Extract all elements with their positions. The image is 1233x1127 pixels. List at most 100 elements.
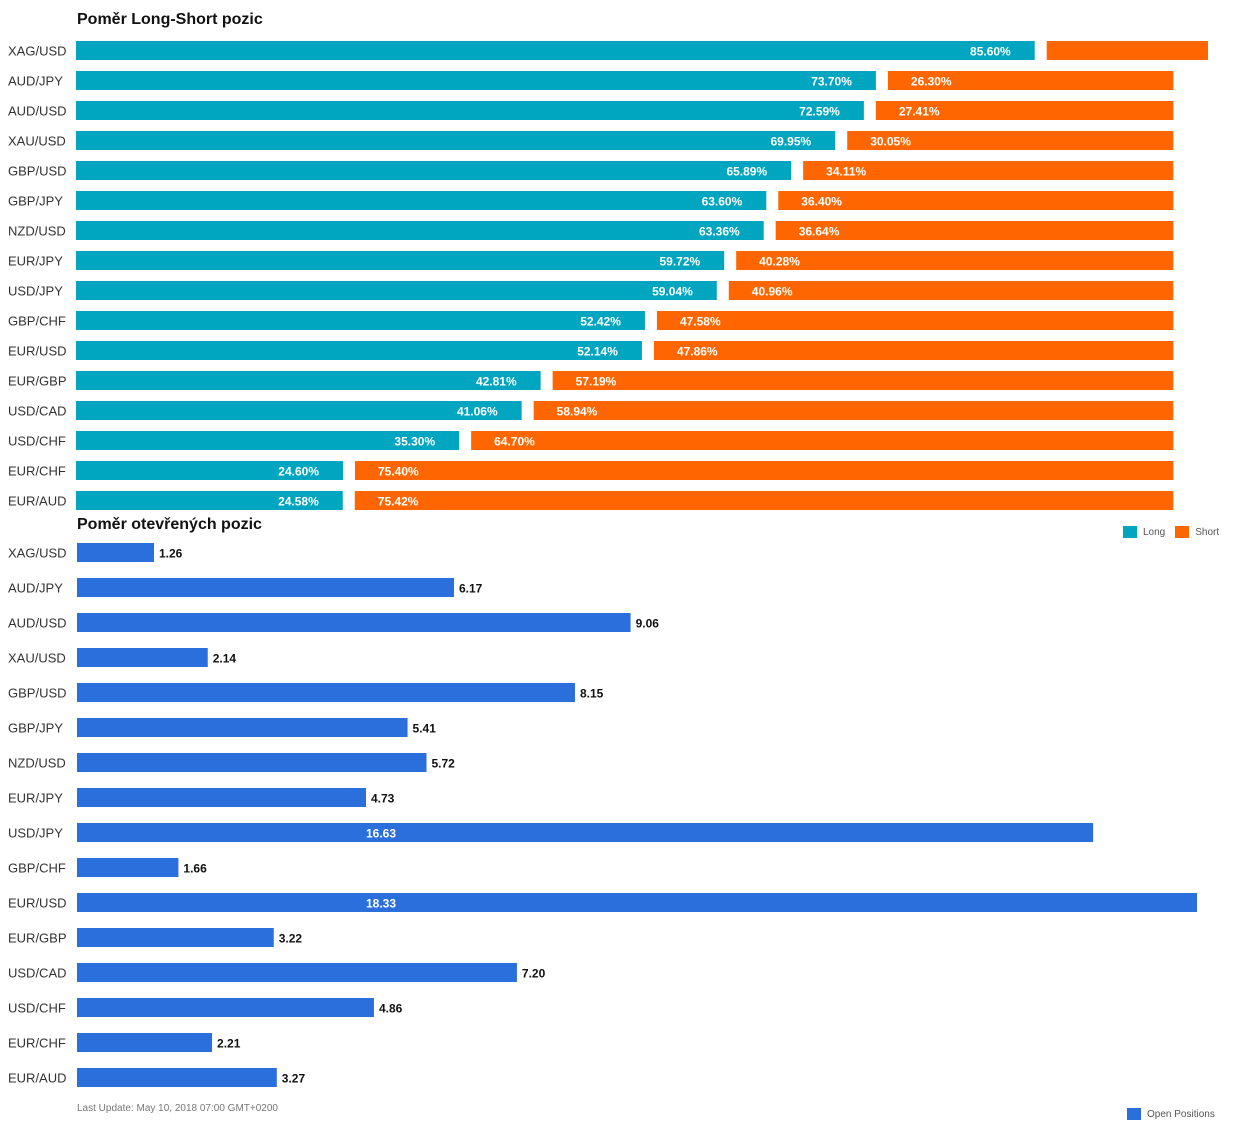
short-bar — [552, 371, 1174, 390]
short-bar — [354, 491, 1174, 510]
short-bar — [887, 71, 1174, 90]
short-value-label: 36.40% — [801, 195, 842, 209]
open-positions-value-label: 3.27 — [282, 1072, 306, 1086]
open-positions-bar — [77, 613, 631, 632]
chart2-category-label: AUD/USD — [8, 616, 67, 631]
short-bar — [728, 281, 1174, 300]
short-bar — [736, 251, 1174, 270]
short-bar — [355, 461, 1174, 480]
long-bar — [76, 71, 876, 90]
open-positions-value-label: 16.63 — [366, 827, 396, 841]
open-positions-value-label: 3.22 — [279, 932, 303, 946]
open-positions-value-label: 5.72 — [432, 757, 456, 771]
long-bar — [76, 371, 541, 390]
legend-long[interactable]: Long — [1123, 526, 1165, 538]
long-value-label: 72.59% — [799, 105, 840, 119]
long-bar — [76, 101, 864, 120]
open-positions-value-label: 6.17 — [459, 582, 483, 596]
open-positions-bar — [77, 543, 154, 562]
chart1-category-label: EUR/AUD — [8, 494, 67, 509]
chart2-category-label: EUR/JPY — [8, 791, 63, 806]
open-positions-value-label: 9.06 — [636, 617, 660, 631]
chart1-category-label: GBP/JPY — [8, 194, 63, 209]
chart2-category-label: EUR/AUD — [8, 1071, 67, 1086]
open-positions-bar — [77, 1068, 277, 1087]
open-positions-value-label: 5.41 — [413, 722, 437, 736]
chart2-category-label: USD/CHF — [8, 1001, 66, 1016]
short-bar — [1046, 41, 1208, 60]
chart1-category-label: USD/CAD — [8, 404, 67, 419]
long-value-label: 85.60% — [970, 45, 1011, 59]
open-positions-value-label: 1.26 — [159, 547, 183, 561]
open-positions-bar — [77, 1033, 213, 1052]
long-value-label: 52.14% — [577, 345, 618, 359]
long-bar — [76, 491, 343, 510]
open-positions-bar — [77, 963, 517, 982]
chart2-category-label: GBP/USD — [8, 686, 67, 701]
legend-open-positions: Open Positions — [1127, 1108, 1225, 1120]
legend-long-label: Long — [1143, 526, 1166, 538]
legend-open-swatch — [1127, 1108, 1141, 1120]
long-bar — [76, 251, 725, 270]
chart2-title: Poměr otevřených pozic — [77, 516, 262, 533]
short-value-label: 27.41% — [899, 105, 940, 119]
open-positions-value-label: 2.21 — [217, 1037, 241, 1051]
short-value-label: 64.70% — [494, 435, 535, 449]
chart2-category-label: EUR/CHF — [8, 1036, 66, 1051]
long-value-label: 24.60% — [278, 465, 319, 479]
short-value-label: 26.30% — [911, 75, 952, 89]
long-bar — [76, 401, 522, 420]
chart1-category-label: XAU/USD — [8, 134, 66, 149]
open-positions-bar — [77, 648, 208, 667]
short-value-label: 57.19% — [576, 375, 617, 389]
open-positions-bar — [77, 823, 1094, 842]
open-positions-bar — [77, 858, 179, 877]
chart2-category-label: USD/JPY — [8, 826, 63, 841]
open-positions-value-label: 4.86 — [379, 1002, 403, 1016]
legend-open[interactable]: Open Positions — [1127, 1108, 1215, 1120]
open-positions-chart: XAG/USD 1.26 AUD/JPY 6.17 AUD/USD 9.06 XAU/USD… — [8, 543, 1197, 1087]
chart1-category-label: EUR/USD — [8, 344, 67, 359]
chart1-category-label: USD/CHF — [8, 434, 66, 449]
long-bar — [76, 191, 767, 210]
long-value-label: 59.72% — [659, 255, 700, 269]
chart1-category-label: GBP/CHF — [8, 314, 66, 329]
legend-long-short: Long Short — [1123, 526, 1229, 538]
legend-short-swatch — [1175, 526, 1190, 538]
long-value-label: 52.42% — [580, 315, 621, 329]
open-positions-value-label: 18.33 — [366, 897, 396, 911]
short-value-label: 47.86% — [677, 345, 718, 359]
chart2-category-label: AUD/JPY — [8, 581, 63, 596]
short-value-label: 58.94% — [557, 405, 598, 419]
long-short-chart: XAG/USD 85.60% AUD/JPY 73.70% 26.30% AUD/USD 7… — [8, 41, 1208, 510]
legend-short[interactable]: Short — [1175, 526, 1219, 538]
long-value-label: 42.81% — [476, 375, 517, 389]
open-positions-bar — [77, 788, 367, 807]
open-positions-bar — [77, 683, 575, 702]
short-value-label: 47.58% — [680, 315, 721, 329]
short-bar — [847, 131, 1174, 150]
short-value-label: 40.28% — [759, 255, 800, 269]
long-value-label: 59.04% — [652, 285, 693, 299]
chart1-category-label: NZD/USD — [8, 224, 66, 239]
long-value-label: 41.06% — [457, 405, 498, 419]
short-bar — [778, 191, 1174, 210]
long-value-label: 69.95% — [771, 135, 812, 149]
long-bar — [76, 431, 460, 450]
long-bar — [76, 221, 764, 240]
legend-long-swatch — [1123, 526, 1137, 538]
short-bar — [803, 161, 1174, 180]
chart1-category-label: EUR/JPY — [8, 254, 63, 269]
short-bar — [653, 341, 1174, 360]
open-positions-bar — [77, 753, 427, 772]
long-value-label: 65.89% — [726, 165, 767, 179]
long-bar — [76, 41, 1035, 60]
open-positions-value-label: 2.14 — [213, 652, 237, 666]
short-value-label: 75.42% — [378, 495, 419, 509]
short-bar — [875, 101, 1174, 120]
long-bar — [76, 461, 344, 480]
chart1-category-label: AUD/JPY — [8, 74, 63, 89]
chart2-category-label: EUR/GBP — [8, 931, 67, 946]
open-positions-value-label: 4.73 — [371, 792, 395, 806]
open-positions-bar — [77, 893, 1197, 912]
